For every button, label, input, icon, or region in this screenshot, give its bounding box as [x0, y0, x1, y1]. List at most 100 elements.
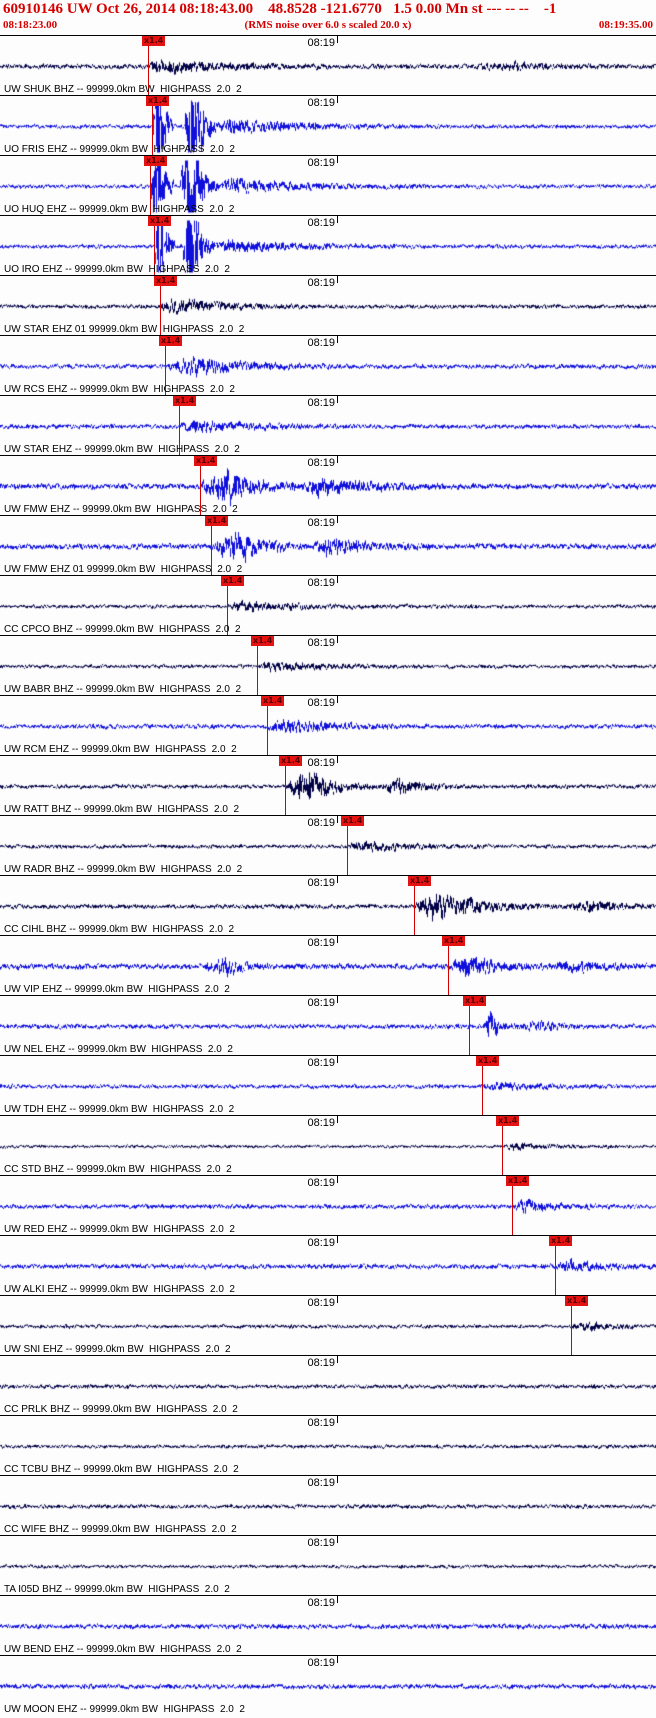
- trace-row[interactable]: 08:19 x1.4 UW ALKI EHZ -- 99999.0km BW HIG…: [0, 1235, 656, 1296]
- waveform-canvas[interactable]: [0, 1237, 656, 1296]
- waveform-canvas[interactable]: [0, 1477, 656, 1536]
- time-tick: [337, 1476, 338, 1483]
- waveform-canvas[interactable]: [0, 577, 656, 636]
- pick-scale-flag[interactable]: x1.4: [146, 96, 170, 106]
- time-tick-label: 08:19: [307, 217, 335, 229]
- trace-row[interactable]: 08:19 x1.4 UW RCM EHZ -- 99999.0km BW HIGH…: [0, 695, 656, 756]
- station-label: UW RADR BHZ -- 99999.0km BW HIGHPASS 2.0…: [4, 864, 243, 875]
- pick-scale-flag[interactable]: x1.4: [279, 756, 303, 766]
- station-label: CC STD BHZ -- 99999.0km BW HIGHPASS 2.0 …: [4, 1164, 232, 1175]
- pick-scale-flag[interactable]: x1.4: [549, 1236, 573, 1246]
- trace-row[interactable]: 08:19 x1.4 UW RADR BHZ -- 99999.0km BW HIG…: [0, 815, 656, 876]
- time-tick: [337, 1056, 338, 1063]
- waveform-canvas[interactable]: [0, 1117, 656, 1176]
- trace-row[interactable]: 08:19 x1.4 UO FRIS EHZ -- 99999.0km BW HIG…: [0, 95, 656, 156]
- time-tick-label: 08:19: [307, 577, 335, 589]
- time-tick-label: 08:19: [307, 1117, 335, 1129]
- trace-row[interactable]: 08:19 CC WIFE BHZ -- 99999.0km BW HIGHPAS…: [0, 1475, 656, 1536]
- time-tick-label: 08:19: [307, 1297, 335, 1309]
- trace-row[interactable]: 08:19 x1.4 CC CPCO BHZ -- 99999.0km BW HIG…: [0, 575, 656, 636]
- trace-row[interactable]: 08:19 x1.4 UW RCS EHZ -- 99999.0km BW HIGH…: [0, 335, 656, 396]
- trace-row[interactable]: 08:19 UW MOON EHZ -- 99999.0km BW HIGHPAS…: [0, 1655, 656, 1716]
- pick-scale-flag[interactable]: x1.4: [205, 516, 229, 526]
- time-axis-header: 08:18:23.00 (RMS noise over 6.0 s scaled…: [0, 19, 656, 33]
- waveform-canvas[interactable]: [0, 757, 656, 816]
- trace-row[interactable]: 08:19 x1.4 UO HUQ EHZ -- 99999.0km BW HIGH…: [0, 155, 656, 216]
- waveform-canvas[interactable]: [0, 997, 656, 1056]
- waveform-canvas[interactable]: [0, 697, 656, 756]
- pick-scale-flag[interactable]: x1.4: [496, 1116, 520, 1126]
- time-tick-label: 08:19: [307, 1537, 335, 1549]
- waveform-canvas[interactable]: [0, 1297, 656, 1356]
- trace-row[interactable]: 08:19 CC TCBU BHZ -- 99999.0km BW HIGHPAS…: [0, 1415, 656, 1476]
- waveform-canvas[interactable]: [0, 1597, 656, 1656]
- time-tick-label: 08:19: [307, 277, 335, 289]
- waveform-canvas[interactable]: [0, 277, 656, 336]
- pick-scale-flag[interactable]: x1.4: [341, 816, 365, 826]
- trace-row[interactable]: 08:19 x1.4 UW TDH EHZ -- 99999.0km BW HIGH…: [0, 1055, 656, 1116]
- trace-row[interactable]: 08:19 x1.4 UW FMW EHZ 01 99999.0km BW HIGH…: [0, 515, 656, 576]
- waveform-canvas[interactable]: [0, 217, 656, 276]
- pick-scale-flag[interactable]: x1.4: [144, 156, 168, 166]
- pick-scale-flag[interactable]: x1.4: [565, 1296, 589, 1306]
- time-tick: [337, 216, 338, 223]
- trace-row[interactable]: 08:19 x1.4 UW STAR EHZ -- 99999.0km BW HIG…: [0, 395, 656, 456]
- trace-row[interactable]: 08:19 x1.4 UW RATT BHZ -- 99999.0km BW HIG…: [0, 755, 656, 816]
- waveform-canvas[interactable]: [0, 1357, 656, 1416]
- trace-row[interactable]: 08:19 x1.4 UW RED EHZ -- 99999.0km BW HIGH…: [0, 1175, 656, 1236]
- waveform-canvas[interactable]: [0, 1537, 656, 1596]
- trace-row[interactable]: 08:19 UW BEND EHZ -- 99999.0km BW HIGHPAS…: [0, 1595, 656, 1656]
- waveform-canvas[interactable]: [0, 457, 656, 516]
- waveform-canvas[interactable]: [0, 37, 656, 96]
- waveform-canvas[interactable]: [0, 157, 656, 216]
- time-tick: [337, 396, 338, 403]
- waveform-canvas[interactable]: [0, 1657, 656, 1716]
- trace-row[interactable]: 08:19 x1.4 UW VIP EHZ -- 99999.0km BW HIGH…: [0, 935, 656, 996]
- trace-row[interactable]: 08:19 x1.4 UW SHUK BHZ -- 99999.0km BW HIG…: [0, 35, 656, 96]
- station-label: UW RCM EHZ -- 99999.0km BW HIGHPASS 2.0 …: [4, 744, 237, 755]
- pick-scale-flag[interactable]: x1.4: [463, 996, 487, 1006]
- waveform-canvas[interactable]: [0, 817, 656, 876]
- time-tick-label: 08:19: [307, 1477, 335, 1489]
- trace-row[interactable]: 08:19 x1.4 UO IRO EHZ -- 99999.0km BW HIGH…: [0, 215, 656, 276]
- time-tick-label: 08:19: [307, 397, 335, 409]
- pick-scale-flag[interactable]: x1.4: [148, 216, 172, 226]
- waveform-canvas[interactable]: [0, 97, 656, 156]
- waveform-canvas[interactable]: [0, 877, 656, 936]
- waveform-canvas[interactable]: [0, 1177, 656, 1236]
- time-tick-label: 08:19: [307, 457, 335, 469]
- waveform-canvas[interactable]: [0, 1417, 656, 1476]
- waveform-canvas[interactable]: [0, 1057, 656, 1116]
- waveform-canvas[interactable]: [0, 397, 656, 456]
- pick-scale-flag[interactable]: x1.4: [142, 36, 166, 46]
- trace-row[interactable]: 08:19 x1.4 UW STAR EHZ 01 99999.0km BW HIG…: [0, 275, 656, 336]
- pick-scale-flag[interactable]: x1.4: [506, 1176, 530, 1186]
- trace-row[interactable]: 08:19 x1.4 UW SNI EHZ -- 99999.0km BW HIGH…: [0, 1295, 656, 1356]
- trace-row[interactable]: 08:19 x1.4 UW BABR BHZ -- 99999.0km BW HIG…: [0, 635, 656, 696]
- pick-scale-flag[interactable]: x1.4: [154, 276, 178, 286]
- pick-scale-flag[interactable]: x1.4: [476, 1056, 500, 1066]
- waveform-canvas[interactable]: [0, 637, 656, 696]
- pick-scale-flag[interactable]: x1.4: [251, 636, 275, 646]
- waveform-canvas[interactable]: [0, 337, 656, 396]
- pick-scale-flag[interactable]: x1.4: [442, 936, 466, 946]
- waveform-canvas[interactable]: [0, 937, 656, 996]
- station-label: UW BEND EHZ -- 99999.0km BW HIGHPASS 2.0…: [4, 1644, 242, 1655]
- time-tick-label: 08:19: [307, 937, 335, 949]
- trace-row[interactable]: 08:19 TA I05D BHZ -- 99999.0km BW HIGHPAS…: [0, 1535, 656, 1596]
- trace-row[interactable]: 08:19 x1.4 UW FMW EHZ -- 99999.0km BW HIGH…: [0, 455, 656, 516]
- pick-scale-flag[interactable]: x1.4: [408, 876, 432, 886]
- pick-scale-flag[interactable]: x1.4: [221, 576, 245, 586]
- time-tick: [337, 336, 338, 343]
- waveform-canvas[interactable]: [0, 517, 656, 576]
- pick-scale-flag[interactable]: x1.4: [173, 396, 197, 406]
- pick-scale-flag[interactable]: x1.4: [261, 696, 285, 706]
- trace-row[interactable]: 08:19 CC PRLK BHZ -- 99999.0km BW HIGHPAS…: [0, 1355, 656, 1416]
- trace-row[interactable]: 08:19 x1.4 UW NEL EHZ -- 99999.0km BW HIGH…: [0, 995, 656, 1056]
- pick-scale-flag[interactable]: x1.4: [159, 336, 183, 346]
- trace-row[interactable]: 08:19 x1.4 CC STD BHZ -- 99999.0km BW HIGH…: [0, 1115, 656, 1176]
- time-tick-label: 08:19: [307, 1237, 335, 1249]
- time-tick-label: 08:19: [307, 97, 335, 109]
- pick-scale-flag[interactable]: x1.4: [194, 456, 218, 466]
- trace-row[interactable]: 08:19 x1.4 CC CIHL BHZ -- 99999.0km BW HIG…: [0, 875, 656, 936]
